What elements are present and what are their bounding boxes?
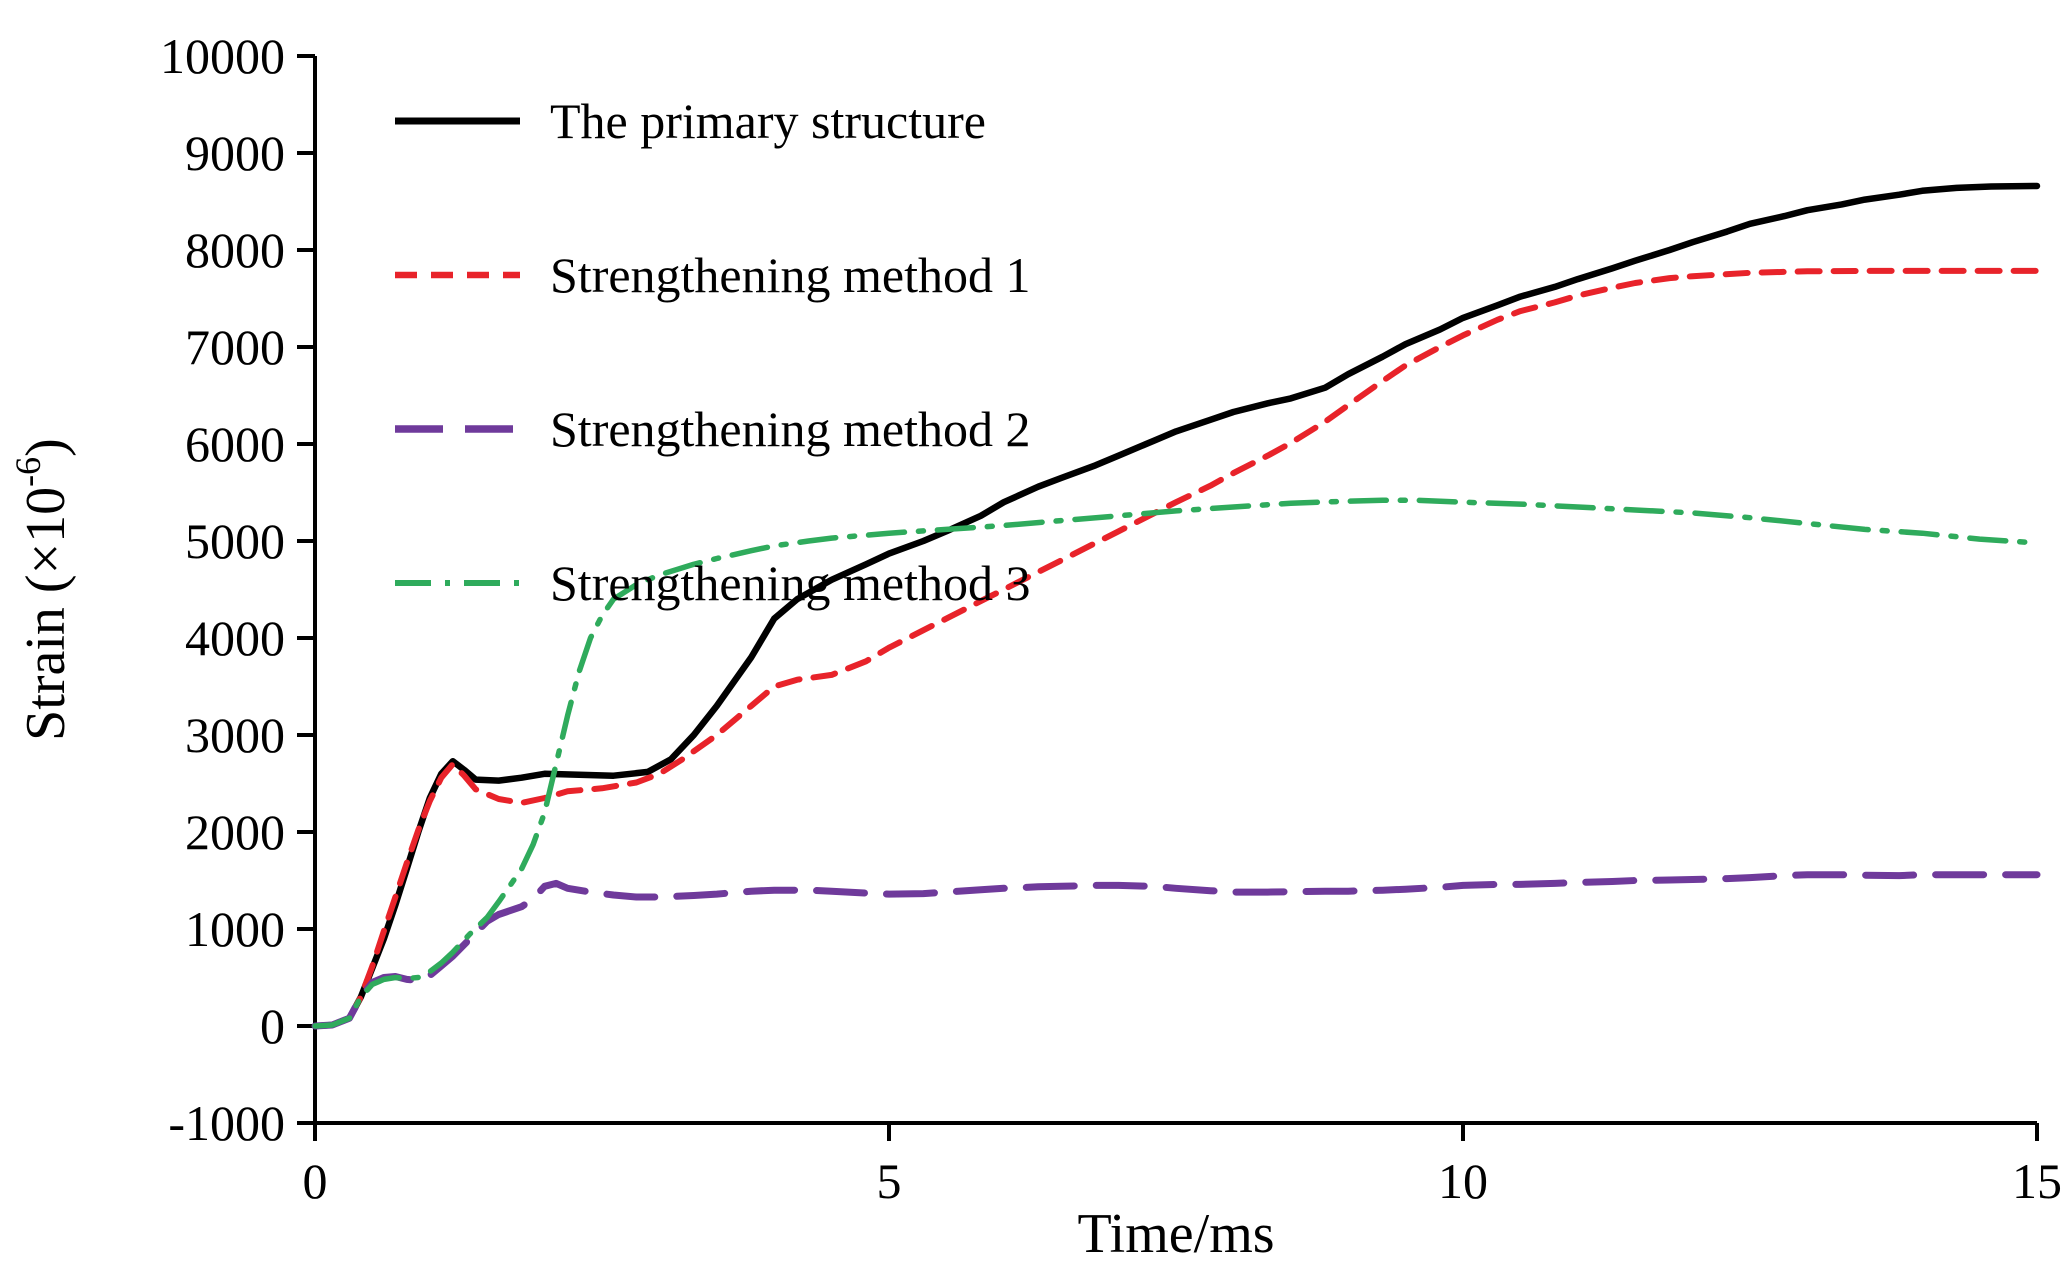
x-tick-label: 5 (877, 1153, 902, 1209)
legend-label-primary-structure: The primary structure (550, 93, 986, 149)
legend-label-strengthening-method-2: Strengthening method 2 (550, 401, 1031, 457)
x-tick-label: 0 (303, 1153, 328, 1209)
y-tick-label: 3000 (185, 707, 285, 763)
series-line-strengthening-method-2 (311, 871, 2041, 1030)
legend-label-strengthening-method-3: Strengthening method 3 (550, 555, 1031, 611)
x-tick-label: 10 (1438, 1153, 1488, 1209)
y-tick-label: -1000 (168, 1095, 285, 1151)
y-tick-label: 7000 (185, 319, 285, 375)
y-tick-label: 1000 (185, 901, 285, 957)
y-tick-label: 2000 (185, 804, 285, 860)
y-tick-label: 5000 (185, 513, 285, 569)
y-tick-label: 6000 (185, 416, 285, 472)
y-tick-label: 8000 (185, 222, 285, 278)
series-line-strengthening-method-3 (312, 497, 2040, 1029)
y-tick-label: 9000 (185, 125, 285, 181)
legend-label-strengthening-method-1: Strengthening method 1 (550, 247, 1031, 303)
y-tick-label: 10000 (160, 28, 285, 84)
y-tick-label: 4000 (185, 610, 285, 666)
series-line-strengthening-method-1 (312, 267, 2040, 1029)
y-tick-label: 0 (260, 998, 285, 1054)
x-tick-label: 15 (2012, 1153, 2062, 1209)
legend: The primary structure Strengthening metho… (395, 93, 1031, 611)
x-axis-title: Time/ms (1077, 1203, 1274, 1265)
y-axis-title: Strain (×10-6) (8, 438, 77, 741)
series-line-primary-structure (311, 182, 2041, 1030)
